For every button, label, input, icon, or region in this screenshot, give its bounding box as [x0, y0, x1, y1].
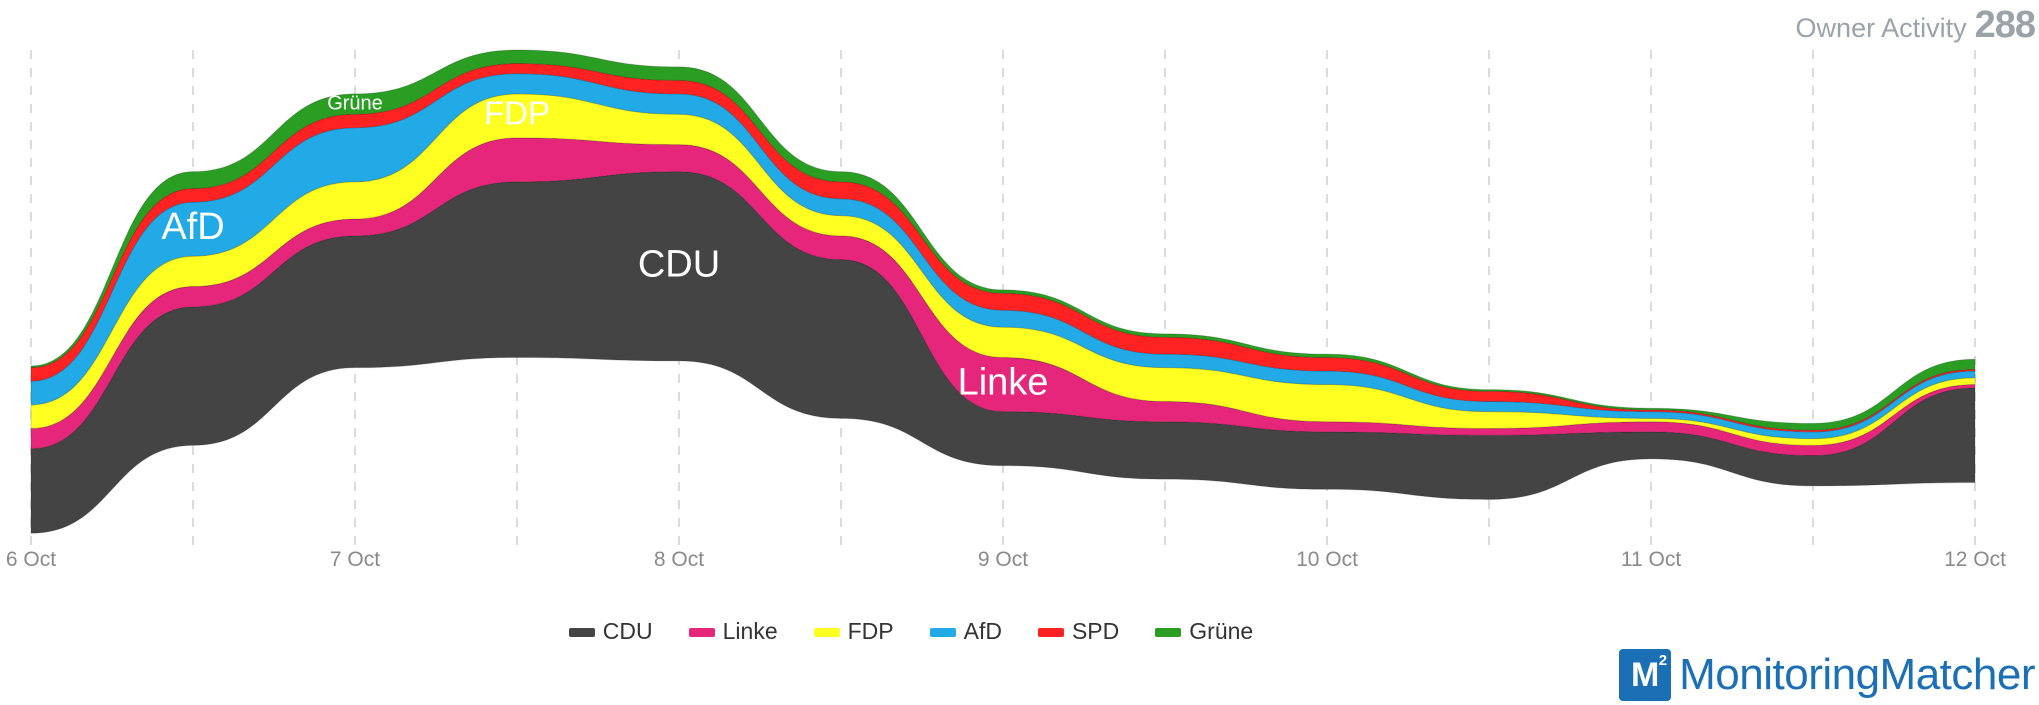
x-tick-label: 12 Oct — [1944, 548, 2006, 571]
legend-swatch — [688, 628, 715, 638]
brand-name: MonitoringMatcher — [1679, 650, 2035, 699]
legend-item[interactable]: AfD — [929, 618, 1002, 645]
chart-legend: CDU Linke FDP AfD SPD Grüne — [0, 618, 1822, 645]
legend-item[interactable]: CDU — [568, 618, 653, 645]
in-chart-label: Linke — [958, 362, 1049, 404]
in-chart-label: FDP — [484, 95, 550, 132]
owner-activity-label: Owner Activity — [1795, 13, 1967, 43]
legend-label: FDP — [847, 618, 894, 644]
legend-label: SPD — [1071, 618, 1120, 644]
stream-areas — [30, 49, 1976, 534]
in-chart-label: Grüne — [327, 92, 383, 114]
streamgraph-chart: CDU Linke FDP AfD Grüne 6 Oct 7 Oct 8 Oct 9 Oct… — [6, 49, 2006, 571]
legend-label: AfD — [963, 618, 1002, 644]
legend-swatch — [813, 628, 840, 638]
legend-swatch — [568, 628, 595, 638]
legend-item[interactable]: SPD — [1037, 618, 1120, 645]
owner-activity-count: 288 — [1974, 4, 2036, 46]
x-tick-label: 7 Oct — [330, 548, 380, 571]
legend-label: Grüne — [1189, 618, 1254, 644]
in-chart-label: CDU — [638, 243, 720, 285]
in-chart-labels: CDU Linke FDP AfD Grüne — [161, 92, 1048, 403]
legend-swatch — [929, 628, 956, 638]
x-tick-label: 9 Oct — [978, 548, 1028, 571]
x-tick-label: 11 Oct — [1621, 548, 1681, 571]
legend-item[interactable]: FDP — [813, 618, 894, 645]
x-tick-label: 6 Oct — [6, 548, 56, 571]
x-axis-tick-labels: 6 Oct 7 Oct 8 Oct 9 Oct 10 Oct 11 Oct 12 Oct — [6, 548, 2006, 571]
legend-swatch — [1037, 628, 1064, 638]
legend-label: Linke — [722, 618, 778, 644]
series-area-grne — [30, 49, 1976, 431]
owner-activity-header: Owner Activity 288 — [1795, 4, 2036, 47]
legend-item[interactable]: Grüne — [1155, 618, 1253, 645]
legend-swatch — [1155, 628, 1182, 638]
in-chart-label: AfD — [161, 206, 224, 248]
legend-label: CDU — [602, 618, 653, 644]
x-tick-label: 10 Oct — [1296, 548, 1358, 571]
x-tick-label: 8 Oct — [654, 548, 704, 571]
legend-item[interactable]: Linke — [688, 618, 778, 645]
